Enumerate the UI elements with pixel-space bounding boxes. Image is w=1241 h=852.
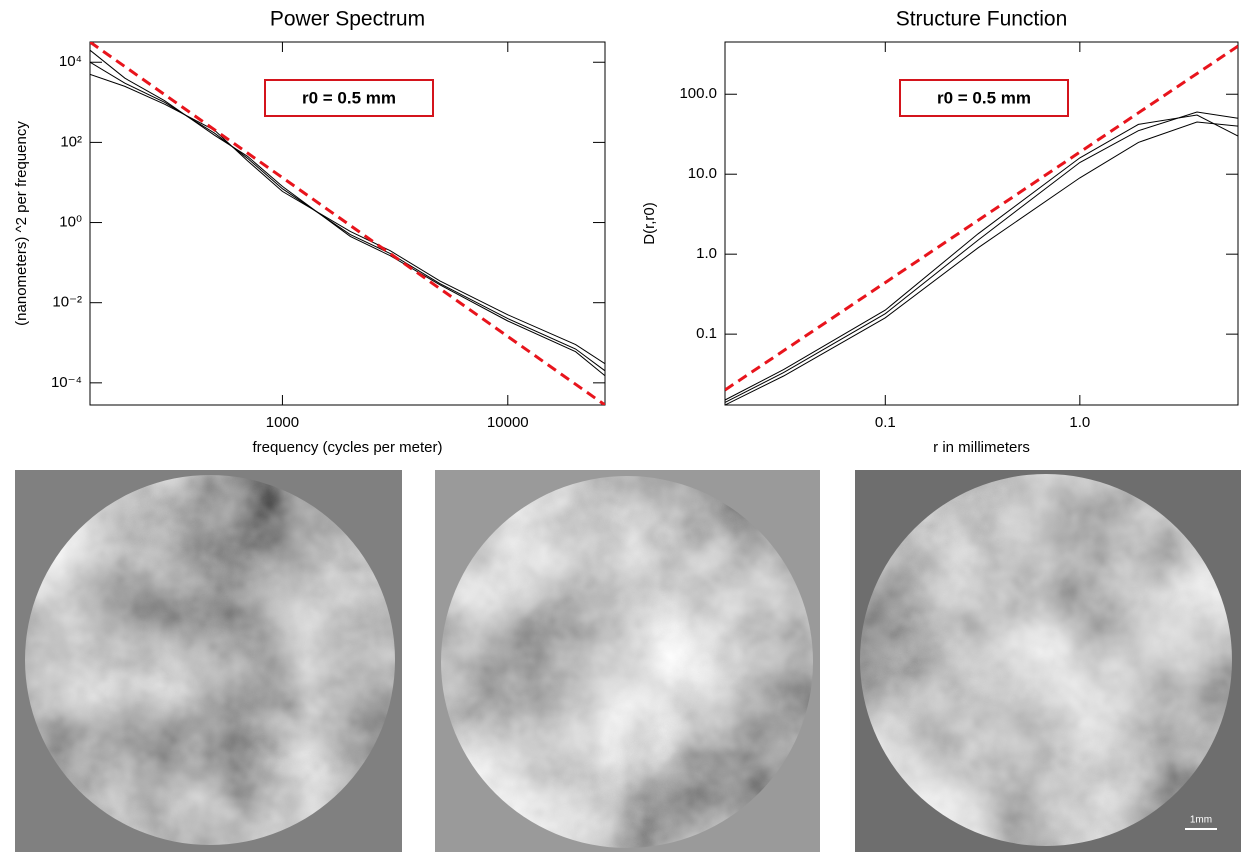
annotation: r0 = 0.5 mm — [937, 88, 1031, 107]
y-tick-label: 10² — [60, 133, 82, 150]
x-axis-label: r in millimeters — [933, 439, 1030, 456]
y-tick-label: 10⁴ — [59, 53, 82, 70]
y-axis-label: (nanometers) ^2 per frequency — [13, 121, 30, 326]
phase-screen — [15, 470, 402, 852]
y-tick-label: 100.0 — [679, 85, 717, 102]
y-tick-label: 10.0 — [688, 165, 717, 182]
phase-screen: 1mm — [855, 470, 1241, 852]
chart-title: Power Spectrum — [270, 8, 425, 31]
annotation-box — [264, 79, 434, 117]
series-line — [725, 114, 1238, 401]
chart-title: Structure Function — [896, 8, 1068, 31]
annotation: r0 = 0.5 mm — [302, 88, 396, 107]
y-tick-label: 10⁰ — [59, 214, 82, 231]
y-tick-label: 10⁻² — [52, 294, 82, 311]
plot-frame — [89, 41, 606, 406]
x-tick-label: 0.1 — [875, 414, 896, 431]
plot-lines — [725, 44, 1238, 405]
series-line — [725, 111, 1238, 403]
series-line — [90, 42, 605, 405]
x-tick-label: 10000 — [487, 414, 529, 431]
y-tick-label: 10⁻⁴ — [51, 374, 82, 391]
y-tick-label: 1.0 — [696, 245, 717, 262]
series-line — [725, 121, 1238, 405]
series-line — [725, 44, 1238, 392]
x-axis-label: frequency (cycles per meter) — [252, 439, 442, 456]
y-axis-label: D(r,r0) — [641, 202, 658, 245]
annotation-box — [899, 79, 1069, 117]
series-line — [90, 73, 605, 365]
x-tick-label: 1.0 — [1069, 414, 1090, 431]
plot-lines — [90, 42, 605, 405]
x-tick-label: 1000 — [266, 414, 299, 431]
plot-frame — [724, 41, 1239, 406]
phase-screen — [435, 470, 820, 852]
y-tick-label: 0.1 — [696, 325, 717, 342]
series-line — [90, 49, 605, 377]
scale-bar-label: 1mm — [1190, 815, 1212, 826]
